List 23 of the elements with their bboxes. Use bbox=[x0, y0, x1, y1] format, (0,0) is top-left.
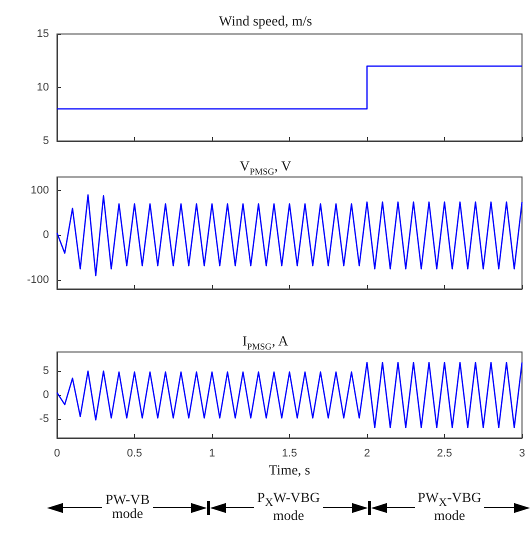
y-tick-label: 15 bbox=[36, 28, 49, 40]
x-tick-label: 1.5 bbox=[282, 448, 298, 460]
y-tick-label: 10 bbox=[36, 82, 49, 94]
text: PW$_{X}$-VBG mode bbox=[418, 491, 482, 524]
x-tick-label: 2 bbox=[364, 448, 370, 460]
x-axis-title: Time, s bbox=[268, 464, 310, 478]
y-tick-label: 0 bbox=[42, 389, 49, 401]
y-tick-label: -5 bbox=[39, 412, 49, 425]
line-series bbox=[56, 362, 523, 428]
text: P$_{X}$W-VBG mode bbox=[257, 491, 320, 524]
chart-title: Wind speed, m/s bbox=[218, 14, 312, 30]
x-tick-label: 0.5 bbox=[126, 448, 142, 460]
y-tick-label: 5 bbox=[42, 135, 49, 147]
y-tick-label: 0 bbox=[42, 229, 49, 242]
x-tick-label: 3 bbox=[518, 448, 526, 460]
y-tick-label: -100 bbox=[26, 274, 49, 286]
line-series bbox=[56, 194, 523, 276]
x-tick-label: 1 bbox=[208, 448, 216, 460]
x-tick-label: 2.5 bbox=[436, 448, 452, 460]
x-tick-label: 0 bbox=[54, 448, 60, 460]
y-tick-label: 100 bbox=[30, 184, 49, 196]
y-tick-label: 5 bbox=[42, 365, 49, 378]
text: PW-VB mode bbox=[105, 492, 150, 522]
